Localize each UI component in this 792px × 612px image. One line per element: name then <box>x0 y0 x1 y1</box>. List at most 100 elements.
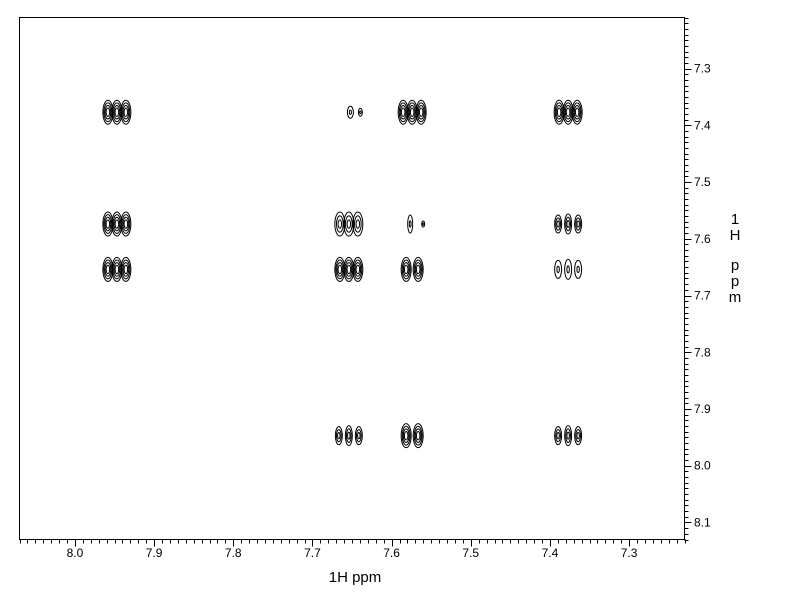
contour-level <box>113 216 121 232</box>
contour-level <box>408 104 416 120</box>
contour-level <box>418 107 424 117</box>
contour-level <box>120 99 132 125</box>
contour-level <box>123 107 129 117</box>
cross-peak <box>334 425 363 447</box>
cross-peak <box>334 211 364 237</box>
contour-level <box>114 219 120 229</box>
contour-level <box>403 430 409 441</box>
contour-level <box>575 429 581 443</box>
y-tick-label: 7.7 <box>694 289 711 303</box>
contour-level <box>400 256 412 282</box>
cross-peak <box>102 256 132 282</box>
contour-level <box>346 264 352 275</box>
contour-level <box>104 216 112 232</box>
contour-level <box>421 222 425 226</box>
contour-level <box>556 107 562 117</box>
contour-level <box>413 259 423 280</box>
cross-peak <box>334 256 364 282</box>
y-tick-label: 7.8 <box>694 345 711 359</box>
contour-level <box>348 109 352 115</box>
contour-level <box>104 262 112 277</box>
contour-level <box>120 211 132 237</box>
x-tick-label: 7.6 <box>383 546 400 560</box>
contour-level <box>114 107 120 117</box>
contour-level <box>345 428 352 443</box>
contour-level <box>346 219 352 229</box>
cross-peak <box>102 99 132 125</box>
contour-level <box>401 425 411 446</box>
contour-level <box>120 256 132 282</box>
contour-level <box>123 264 129 275</box>
contour-level <box>122 216 130 232</box>
contour-level <box>337 264 343 275</box>
contour-level <box>337 432 341 440</box>
contour-level <box>575 217 581 231</box>
contour-level <box>564 213 573 235</box>
contour-level <box>574 259 583 279</box>
contour-level <box>566 431 570 440</box>
contour-level <box>576 265 580 274</box>
cross-peak <box>553 99 583 125</box>
contour-level <box>402 428 410 443</box>
cross-peak <box>554 425 583 447</box>
contour-level <box>355 429 362 443</box>
contour-level <box>352 211 364 237</box>
contour-level <box>359 110 362 115</box>
y-tick-label: 7.6 <box>694 232 711 246</box>
contour-level <box>565 428 571 443</box>
cross-peak <box>554 258 583 280</box>
contour-level <box>415 430 421 441</box>
contour-level <box>334 211 346 237</box>
contour-level <box>407 214 414 234</box>
contour-level <box>123 219 129 229</box>
contour-level <box>564 425 573 447</box>
contour-level <box>122 104 130 120</box>
contour-level <box>355 264 361 275</box>
contour-level <box>401 259 411 280</box>
contour-level <box>400 107 406 117</box>
contour-level <box>556 265 560 274</box>
contour-level <box>357 432 361 440</box>
contour-level <box>114 264 120 275</box>
contour-level <box>105 264 111 275</box>
y-tick-label: 7.3 <box>694 62 711 76</box>
contour-level <box>353 215 362 233</box>
contour-level <box>403 264 409 275</box>
contour-level <box>414 428 422 443</box>
contour-level <box>408 220 412 228</box>
x-tick-label: 8.0 <box>67 546 84 560</box>
cross-peak <box>400 423 424 449</box>
y-axis-title-char: H <box>730 227 741 244</box>
x-tick-label: 7.8 <box>225 546 242 560</box>
contour-level <box>344 215 353 233</box>
y-axis-title-char: m <box>729 289 742 306</box>
contour-level <box>347 431 351 440</box>
contour-level <box>346 105 354 119</box>
contour-level <box>105 107 111 117</box>
contour-level <box>574 426 583 446</box>
x-tick-label: 7.7 <box>304 546 321 560</box>
contour-level <box>121 102 131 123</box>
cross-peak <box>400 256 424 282</box>
contour-level <box>555 217 561 231</box>
contour-level <box>121 259 131 280</box>
contour-level <box>335 215 344 233</box>
y-axis-title-char: p <box>731 273 739 290</box>
contour-level <box>416 102 426 123</box>
contour-level <box>555 104 563 120</box>
contour-level <box>104 104 112 120</box>
contour-level <box>555 429 561 443</box>
contour-level <box>554 259 563 279</box>
contour-level <box>573 104 581 120</box>
x-tick-label: 7.4 <box>542 546 559 560</box>
cross-peak <box>346 105 363 119</box>
contour-level <box>113 104 121 120</box>
contour-level <box>565 107 571 117</box>
contour-level <box>415 264 421 275</box>
contour-level <box>354 426 363 446</box>
contour-level <box>413 425 423 446</box>
y-tick-label: 8.1 <box>694 515 711 529</box>
contour-peaks <box>102 99 583 449</box>
